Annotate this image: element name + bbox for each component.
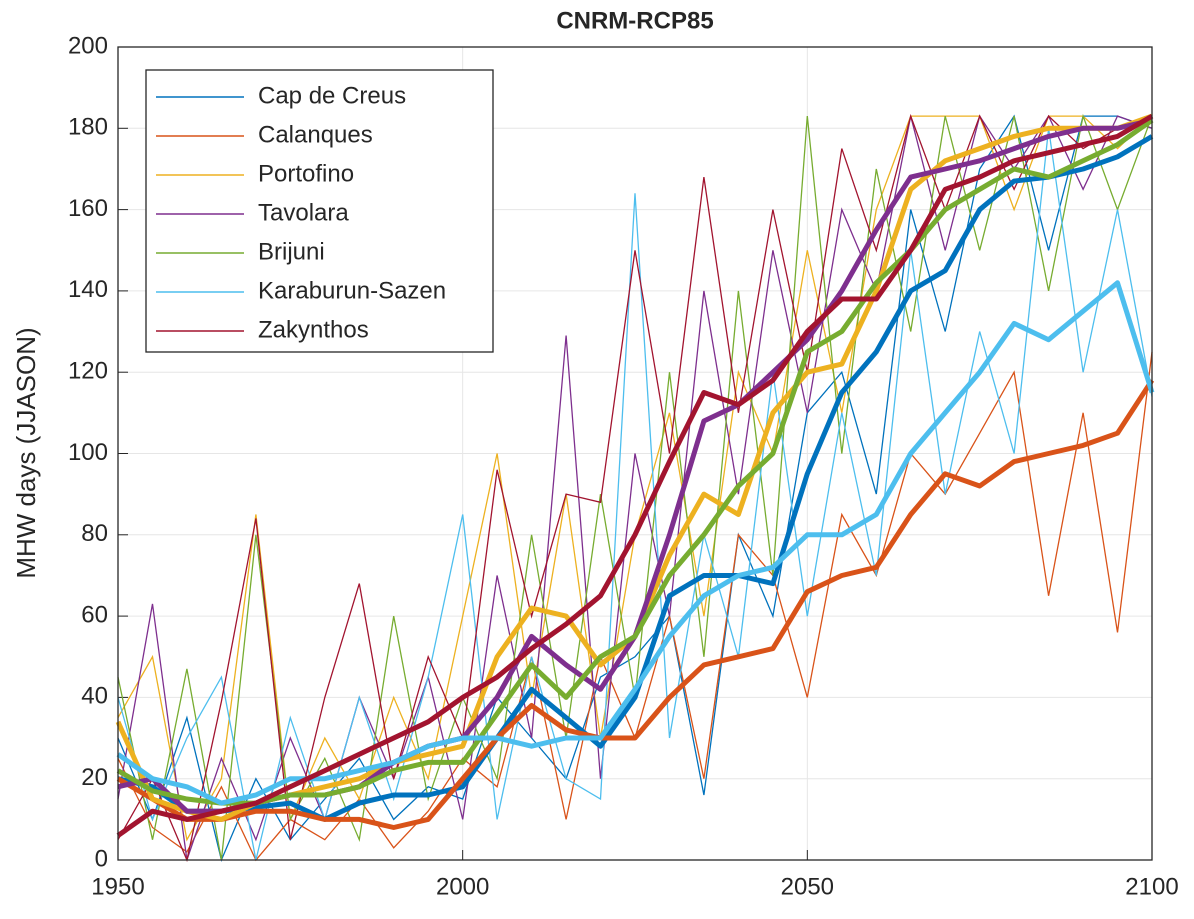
series-line [117, 128, 1153, 861]
smoothed-line [116, 113, 1154, 838]
axes-box [117, 46, 1153, 861]
smoothed-line [117, 134, 1154, 822]
y-tick-label: 100 [68, 439, 108, 466]
y-tick-label: 0 [95, 845, 108, 872]
legend-box [145, 69, 494, 353]
legend-label: Tavolara [258, 199, 349, 226]
x-tick-label: 2100 [1125, 873, 1178, 900]
x-tick-label: 1950 [91, 873, 144, 900]
y-tick-label: 80 [81, 520, 108, 547]
x-tick-label: 2050 [781, 873, 834, 900]
y-tick-label: 120 [68, 358, 108, 385]
y-tick-label: 60 [81, 601, 108, 628]
legend-label: Calanques [258, 121, 373, 148]
x-tick-label: 2000 [436, 873, 489, 900]
y-tick-label: 40 [81, 683, 108, 710]
y-tick-label: 160 [68, 195, 108, 222]
legend-label: Portofino [258, 160, 354, 187]
chart-title: CNRM-RCP85 [556, 7, 713, 34]
legend-label: Brijuni [258, 238, 325, 265]
series-line [117, 113, 1153, 863]
legend-label: Karaburun-Sazen [258, 277, 446, 304]
y-tick-label: 180 [68, 114, 108, 141]
y-tick-label: 200 [68, 32, 108, 59]
smoothed-line [116, 378, 1155, 830]
y-tick-label: 140 [68, 276, 108, 303]
legend-label: Cap de Creus [258, 82, 406, 109]
y-axis-label: MHW days (JJASON) [11, 327, 41, 578]
smoothed-line [116, 280, 1155, 806]
y-tick-label: 20 [81, 764, 108, 791]
legend-label: Zakynthos [258, 316, 369, 343]
smoothed-line [116, 118, 1154, 806]
